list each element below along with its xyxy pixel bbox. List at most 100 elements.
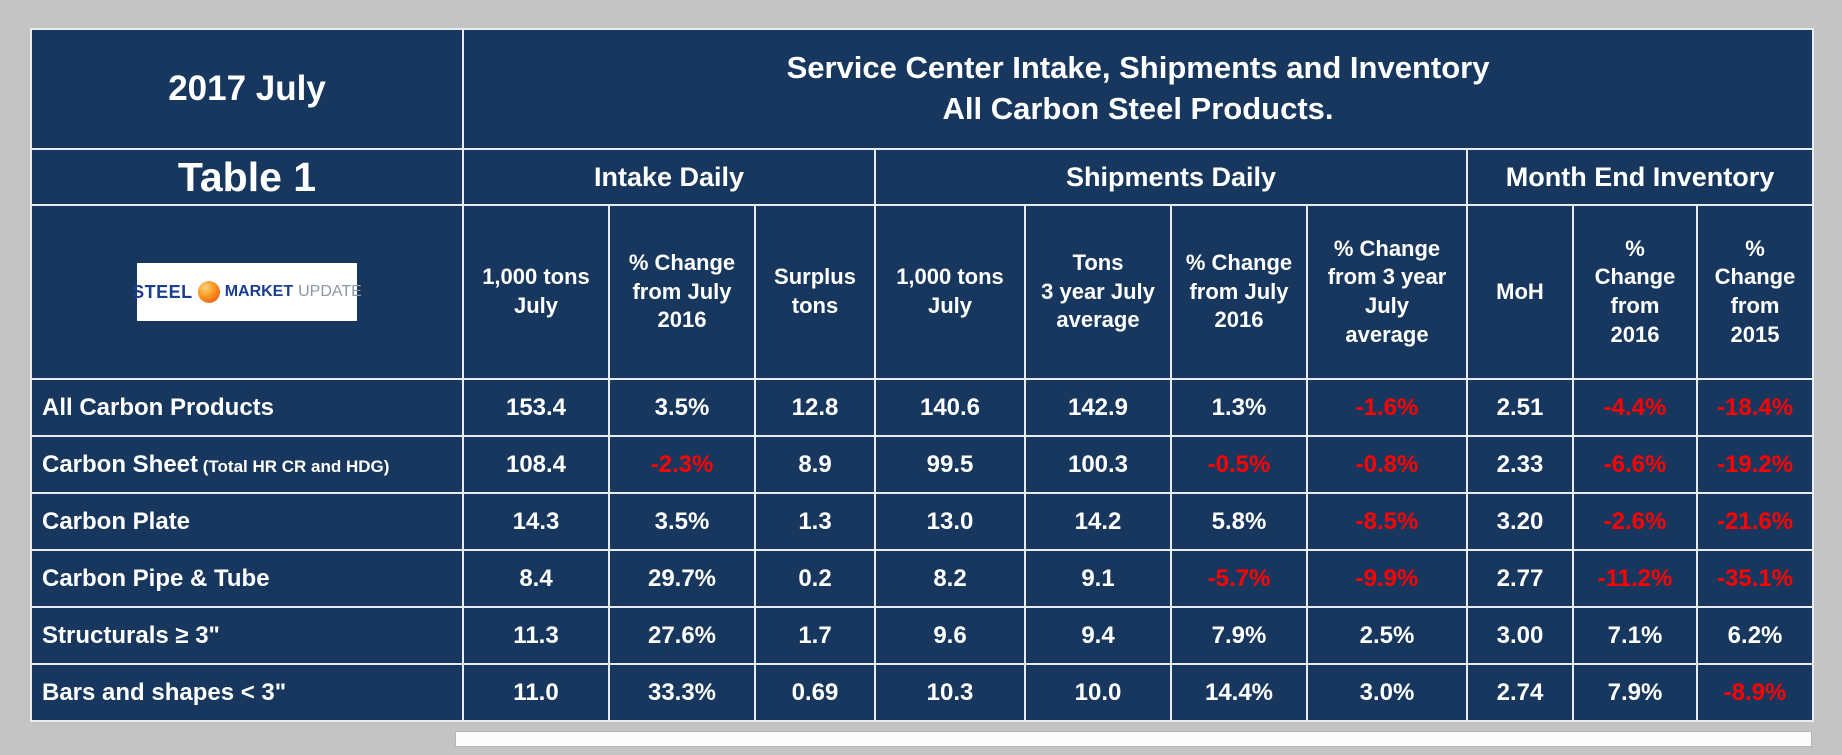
table-row: Carbon Pipe & Tube 8.4 29.7% 0.2 8.2 9.1 -5.7%…	[30, 549, 1815, 608]
data-cell: 0.2	[754, 549, 876, 608]
data-cell: -11.2%	[1572, 549, 1698, 608]
data-cell: 14.3	[462, 492, 610, 551]
logo-cell: STEEL MARKET UPDATE	[30, 204, 464, 380]
data-cell: 11.3	[462, 606, 610, 665]
data-cell: 33.3%	[608, 663, 756, 722]
data-cell: 10.3	[874, 663, 1026, 722]
column-header: % Change from 2016	[1572, 204, 1698, 380]
data-cell: 153.4	[462, 378, 610, 437]
column-header: MoH	[1466, 204, 1574, 380]
data-cell: 8.9	[754, 435, 876, 494]
column-group-header: Intake Daily	[462, 148, 876, 206]
steel-market-update-logo: STEEL MARKET UPDATE	[132, 263, 362, 321]
data-cell: -19.2%	[1695, 435, 1815, 494]
data-cell: -0.5%	[1170, 435, 1308, 494]
service-center-table: 2017 July Service Center Intake, Shipmen…	[30, 28, 1815, 722]
data-cell: 12.8	[754, 378, 876, 437]
data-cell: -0.8%	[1306, 435, 1468, 494]
data-cell: 14.2	[1024, 492, 1172, 551]
data-cell: -35.1%	[1695, 549, 1815, 608]
data-cell: -4.4%	[1572, 378, 1698, 437]
data-cell: 9.1	[1024, 549, 1172, 608]
row-label: Bars and shapes < 3"	[30, 663, 464, 722]
table-row: All Carbon Products 153.4 3.5% 12.8 140.6 142…	[30, 378, 1815, 437]
data-cell: 13.0	[874, 492, 1026, 551]
data-cell: 3.00	[1466, 606, 1574, 665]
data-cell: -2.6%	[1572, 492, 1698, 551]
data-cell: 7.9%	[1572, 663, 1698, 722]
data-cell: 0.69	[754, 663, 876, 722]
sheet-edge-strip	[455, 731, 1812, 747]
data-cell: 3.0%	[1306, 663, 1468, 722]
column-header: Tons 3 year July average	[1024, 204, 1172, 380]
table-row: Bars and shapes < 3" 11.0 33.3% 0.69 10.3 10.…	[30, 663, 1815, 722]
data-cell: 29.7%	[608, 549, 756, 608]
data-cell: -2.3%	[608, 435, 756, 494]
data-cell: 142.9	[1024, 378, 1172, 437]
data-cell: -5.7%	[1170, 549, 1308, 608]
row-label: Carbon Plate	[30, 492, 464, 551]
column-group-row: Table 1 Intake Daily Shipments Daily Month…	[30, 148, 1815, 206]
data-cell: 3.5%	[608, 378, 756, 437]
table-title-line2: All Carbon Steel Products.	[942, 91, 1334, 126]
row-label: Structurals ≥ 3"	[30, 606, 464, 665]
data-cell: 2.77	[1466, 549, 1574, 608]
data-table: 2017 July Service Center Intake, Shipmen…	[30, 28, 1815, 722]
data-cell: 2.51	[1466, 378, 1574, 437]
data-cell: 5.8%	[1170, 492, 1308, 551]
table-row: Carbon Plate 14.3 3.5% 1.3 13.0 14.2 5.8% -8.5%…	[30, 492, 1815, 551]
column-header: % Change from July 2016	[608, 204, 756, 380]
data-cell: 1.7	[754, 606, 876, 665]
data-cell: 2.74	[1466, 663, 1574, 722]
column-header-row: STEEL MARKET UPDATE 1,000 tons July% Cha…	[30, 204, 1815, 380]
data-cell: -8.9%	[1695, 663, 1815, 722]
period-label: 2017 July	[30, 28, 464, 150]
data-cell: 10.0	[1024, 663, 1172, 722]
title-row: 2017 July Service Center Intake, Shipmen…	[30, 28, 1815, 150]
data-cell: 9.4	[1024, 606, 1172, 665]
data-cell: 8.2	[874, 549, 1026, 608]
logo-text-steel: STEEL	[132, 281, 193, 302]
logo-text-update: UPDATE	[298, 283, 362, 300]
data-cell: 11.0	[462, 663, 610, 722]
data-cell: 27.6%	[608, 606, 756, 665]
data-cell: 14.4%	[1170, 663, 1308, 722]
data-cell: 108.4	[462, 435, 610, 494]
logo-text-market: MARKET	[224, 283, 294, 300]
data-cell: 8.4	[462, 549, 610, 608]
table-title: Service Center Intake, Shipments and Inv…	[461, 28, 1815, 150]
data-cell: 140.6	[874, 378, 1026, 437]
data-cell: 7.1%	[1572, 606, 1698, 665]
column-header: % Change from July 2016	[1170, 204, 1308, 380]
column-header: 1,000 tons July	[874, 204, 1026, 380]
data-cell: 99.5	[874, 435, 1026, 494]
table-title-line1: Service Center Intake, Shipments and Inv…	[786, 50, 1490, 86]
data-cell: -1.6%	[1306, 378, 1468, 437]
table-row: Carbon Sheet (Total HR CR and HDG) 108.4-…	[30, 435, 1815, 494]
data-cell: -6.6%	[1572, 435, 1698, 494]
data-cell: 2.33	[1466, 435, 1574, 494]
data-cell: 3.20	[1466, 492, 1574, 551]
data-cell: 7.9%	[1170, 606, 1308, 665]
data-cell: 6.2%	[1695, 606, 1815, 665]
data-cell: -8.5%	[1306, 492, 1468, 551]
data-cell: 3.5%	[608, 492, 756, 551]
column-group-header: Month End Inventory	[1465, 148, 1815, 206]
logo-ball-icon	[197, 281, 220, 303]
data-cell: -21.6%	[1695, 492, 1815, 551]
table-row: Structurals ≥ 3" 11.3 27.6% 1.7 9.6 9.4 7.9% 2.…	[30, 606, 1815, 665]
row-label: Carbon Pipe & Tube	[30, 549, 464, 608]
data-cell: -18.4%	[1695, 378, 1815, 437]
column-group-header: Shipments Daily	[874, 148, 1468, 206]
data-cell: 2.5%	[1306, 606, 1468, 665]
data-cell: 1.3	[754, 492, 876, 551]
data-cell: 9.6	[874, 606, 1026, 665]
table-number-label: Table 1	[30, 148, 464, 206]
row-label: Carbon Sheet (Total HR CR and HDG)	[30, 435, 464, 494]
data-cell: 1.3%	[1170, 378, 1308, 437]
column-header: Surplus tons	[754, 204, 876, 380]
column-header: % Change from 3 year July average	[1306, 204, 1468, 380]
column-header: 1,000 tons July	[462, 204, 610, 380]
data-cell: -9.9%	[1306, 549, 1468, 608]
